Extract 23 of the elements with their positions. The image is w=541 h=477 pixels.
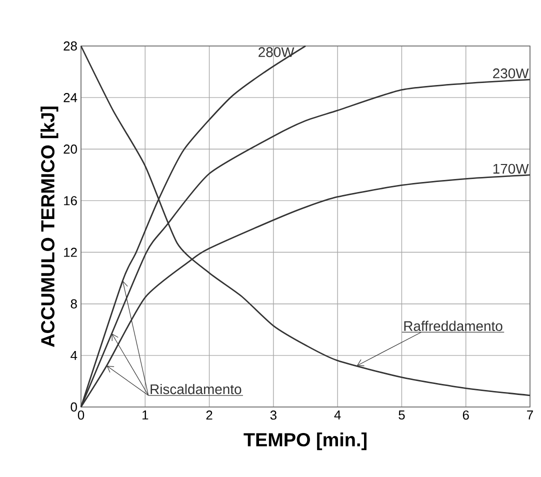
y-tick-label: 24	[64, 93, 78, 102]
y-tick-label: 0	[70, 402, 77, 412]
annotation: Riscaldamento	[150, 384, 242, 394]
annotation: Raffreddamento	[404, 320, 502, 332]
x-tick-label: 2	[206, 410, 212, 420]
series-label: 230W	[493, 68, 529, 78]
x-tick-label: 3	[270, 410, 276, 420]
series-label: 170W	[493, 164, 529, 174]
x-tick-label: 1	[142, 410, 148, 420]
y-axis-title: ACCUMULO TERMICO [kJ]	[40, 106, 58, 347]
x-tick-label: 4	[334, 410, 341, 420]
x-tick-label: 6	[462, 410, 469, 420]
y-tick-label: 16	[64, 196, 77, 206]
y-tick-label: 8	[70, 299, 77, 308]
x-tick-label: 0	[78, 410, 84, 420]
x-tick-label: 7	[527, 410, 533, 420]
y-tick-label: 4	[70, 350, 78, 360]
x-axis-title: TEMPO [min.]	[244, 432, 366, 450]
y-tick-label: 12	[64, 248, 77, 257]
y-tick-label: 20	[64, 144, 77, 154]
x-tick-label: 5	[398, 410, 405, 420]
series-label: 280W	[258, 47, 294, 58]
y-tick-label: 28	[64, 41, 77, 51]
